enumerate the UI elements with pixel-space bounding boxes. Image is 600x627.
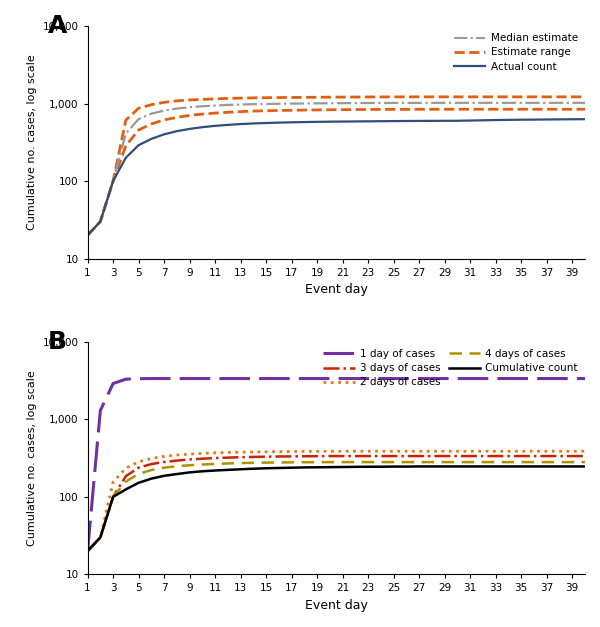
Text: A: A xyxy=(48,14,67,38)
Y-axis label: Cumulative no. cases, log scale: Cumulative no. cases, log scale xyxy=(27,371,37,546)
Text: B: B xyxy=(48,330,67,354)
Legend: 1 day of cases, 3 days of cases, 2 days of cases, 4 days of cases, Cumulative co: 1 day of cases, 3 days of cases, 2 days … xyxy=(321,347,580,389)
Y-axis label: Cumulative no. cases, log scale: Cumulative no. cases, log scale xyxy=(27,55,37,230)
X-axis label: Event day: Event day xyxy=(305,599,368,612)
Legend: Median estimate, Estimate range, Actual count: Median estimate, Estimate range, Actual … xyxy=(452,31,580,74)
X-axis label: Event day: Event day xyxy=(305,283,368,296)
